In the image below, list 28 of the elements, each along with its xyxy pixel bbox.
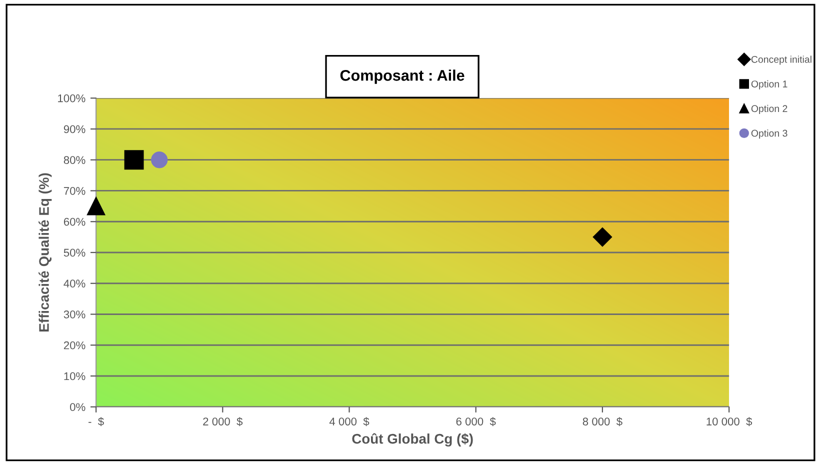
y-axis-title: Efficacité Qualité Eq (%)	[38, 173, 52, 332]
y-tick-label: 40%	[64, 280, 86, 288]
y-tick-label: 30%	[64, 310, 86, 318]
y-tick-label: 90%	[64, 125, 86, 134]
x-tick-label: 4 000 $	[329, 417, 370, 426]
y-tick-label: 50%	[64, 248, 86, 257]
y-tick-label: 0%	[70, 403, 86, 412]
x-tick-label: 2 000 $	[203, 417, 243, 426]
x-tick-label: - $	[88, 417, 104, 426]
y-tick-label: 60%	[64, 218, 86, 226]
chart-title: Composant : Aile	[340, 70, 464, 84]
legend-label: Option 2	[751, 104, 788, 114]
legend-label: Option 1	[751, 80, 788, 90]
point	[151, 152, 168, 168]
x-axis-title: Coût Global Cg ($)	[352, 433, 473, 447]
legend-label: Concept initial	[751, 56, 812, 65]
y-tick-label: 20%	[64, 341, 86, 350]
legend-label: Option 3	[751, 130, 788, 139]
y-tick-label: 10%	[64, 372, 86, 380]
x-tick-label: 8 000 $	[582, 417, 622, 426]
point	[592, 228, 612, 247]
point	[124, 150, 144, 170]
y-tick-label: 80%	[64, 156, 86, 164]
x-tick-label: 6 000 $	[456, 417, 496, 426]
y-tick-label: 70%	[64, 187, 86, 195]
y-tick-label: 100%	[58, 94, 86, 102]
point	[87, 197, 106, 216]
x-tick-label: 10 000 $	[706, 417, 752, 426]
